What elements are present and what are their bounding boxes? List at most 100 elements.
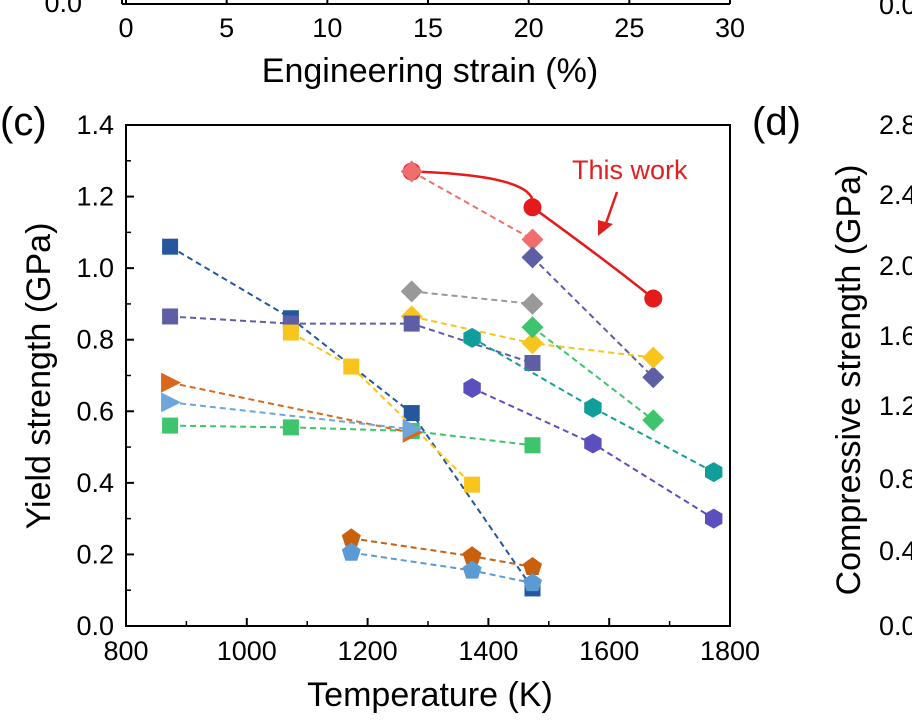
series-15 xyxy=(341,542,542,592)
y-tick-label-6: 1.2 xyxy=(76,182,114,212)
y-axis-title: Yield strength (GPa) xyxy=(20,223,58,530)
panel-d-y-tick-label-5: 2.0 xyxy=(879,251,912,281)
panel-d-y-tick-label-0: 0.0 xyxy=(879,611,912,641)
panel-d-y-tick-label-1: 0.4 xyxy=(879,536,912,566)
series-14-point-1 xyxy=(462,546,482,565)
x-tick-label-3: 1400 xyxy=(458,636,518,666)
series-15-point-2 xyxy=(523,573,542,592)
series-10-point-0 xyxy=(161,372,182,393)
y-tick-label-7: 1.4 xyxy=(76,110,114,140)
series-14 xyxy=(341,528,542,575)
x-tick-label-5: 1800 xyxy=(700,636,760,666)
top-panel: 0.0 0 5 10 15 20 25 30 Engineering strain (%) xyxy=(44,0,745,90)
series-1-point-0 xyxy=(400,160,423,183)
top-x-tick-label-6: 30 xyxy=(715,13,745,43)
top-y-tick-label: 0.0 xyxy=(44,0,82,18)
series-7-point-3 xyxy=(524,354,541,371)
series-8-point-1 xyxy=(343,358,360,375)
series-8-line xyxy=(290,331,473,486)
top-x-tick-label-0: 0 xyxy=(118,13,133,43)
series-8 xyxy=(282,324,481,493)
series-14-point-0 xyxy=(341,528,361,547)
series-9-point-1 xyxy=(282,419,299,436)
series-13-point-1 xyxy=(584,433,602,454)
series-12-line xyxy=(471,337,715,473)
y-tick-label-2: 0.4 xyxy=(76,468,114,498)
series-12-point-0 xyxy=(463,327,481,348)
series-6-point-2 xyxy=(403,405,420,422)
panel-d: (d) Compressive strength (GPa) 0.0 0.4 0.8… xyxy=(752,100,912,641)
series-0-point-1 xyxy=(523,198,542,217)
series-13 xyxy=(463,378,723,529)
series-9-point-3 xyxy=(524,437,541,454)
series-9-line xyxy=(170,424,533,447)
panel-d-y-ticks: 0.0 0.4 0.8 1.2 1.6 2.0 2.4 2.8 xyxy=(879,110,912,641)
x-tick-label-1: 1000 xyxy=(217,636,277,666)
series-15-point-0 xyxy=(341,542,361,561)
panel-d-label: (d) xyxy=(752,100,801,144)
series-13-point-0 xyxy=(463,378,481,398)
top-x-tick-label-3: 15 xyxy=(413,13,443,43)
annotation-arrow-shaft xyxy=(603,191,619,227)
series-14-point-2 xyxy=(523,557,542,575)
x-tick-label-0: 800 xyxy=(103,636,148,666)
series-1-point-1 xyxy=(521,228,544,251)
panel-c-label: (c) xyxy=(0,100,47,144)
top-x-axis-title: Engineering strain (%) xyxy=(262,52,598,90)
series-14-line xyxy=(351,537,533,568)
panel-d-y-tick-label-3: 1.2 xyxy=(879,391,912,421)
series-6-line xyxy=(169,245,534,589)
x-tick-label-2: 1200 xyxy=(338,636,398,666)
series-5-point-1 xyxy=(642,409,665,432)
series-11-line xyxy=(169,401,412,431)
series-3 xyxy=(400,280,544,315)
y-tick-label-4: 0.8 xyxy=(76,325,114,355)
x-axis-title: Temperature (K) xyxy=(307,676,553,714)
y-tick-label-0: 0.0 xyxy=(76,611,114,641)
series-11-point-0 xyxy=(161,392,182,413)
series-5 xyxy=(521,316,665,432)
y-tick-label-5: 1.0 xyxy=(76,253,114,283)
top-x-tick-label-1: 5 xyxy=(219,13,234,43)
panel-c-ticks: 800 1000 1200 1400 1600 1800 0.0 0.2 0.4 0.6 0.8 1.… xyxy=(76,110,760,666)
series-3-line xyxy=(411,290,533,305)
series-2-point-0 xyxy=(521,246,544,269)
top-x-tick-label-4: 20 xyxy=(514,13,544,43)
series-12 xyxy=(463,327,723,483)
series-7-point-0 xyxy=(162,308,179,325)
series-5-line xyxy=(531,326,654,421)
series-13-point-2 xyxy=(705,508,723,529)
series-12-point-1 xyxy=(584,397,602,418)
series-2 xyxy=(521,246,665,389)
series-15-point-1 xyxy=(462,560,482,579)
series-11 xyxy=(161,392,423,440)
annotation-arrow-head xyxy=(598,220,613,236)
panel-d-y-tick-label-4: 1.6 xyxy=(879,321,912,351)
panel-d-y-tick-label-2: 0.8 xyxy=(879,464,912,494)
top-x-ticks: 0 5 10 15 20 25 30 xyxy=(118,0,745,43)
series-11-point-1 xyxy=(402,419,423,440)
series-8-point-2 xyxy=(464,476,481,493)
series-3-point-1 xyxy=(521,292,544,315)
series-0-point-2 xyxy=(644,289,663,308)
top-x-tick-label-2: 10 xyxy=(312,13,342,43)
panel-d-y-tick-label-7: 2.8 xyxy=(879,110,912,140)
this-work-annotation: This work xyxy=(572,155,688,185)
x-tick-label-4: 1600 xyxy=(579,636,639,666)
series-6-point-0 xyxy=(162,238,179,255)
plot-frame xyxy=(125,124,731,627)
panel-d-y-tick-label-6: 2.4 xyxy=(879,180,912,210)
y-tick-label-1: 0.2 xyxy=(76,539,114,569)
y-tick-label-3: 0.6 xyxy=(76,396,114,426)
top-right-fragment-label: 0.0 xyxy=(879,0,912,20)
top-x-tick-label-5: 25 xyxy=(614,13,644,43)
series-2-line xyxy=(531,256,655,379)
series-15-line xyxy=(351,551,533,585)
series-3-point-0 xyxy=(400,280,423,303)
series-12-point-2 xyxy=(705,462,723,483)
panel-d-y-axis-title: Compressive strength (GPa) xyxy=(830,165,868,596)
series-8-point-0 xyxy=(282,324,299,341)
panel-c-series xyxy=(161,160,723,597)
series-5-point-0 xyxy=(521,316,544,339)
